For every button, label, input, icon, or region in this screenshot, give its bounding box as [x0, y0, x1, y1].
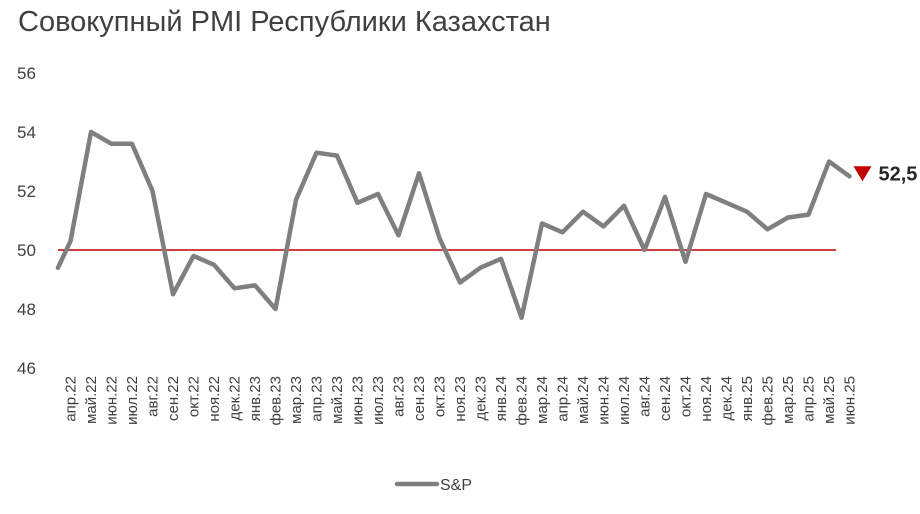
x-tick-label: окт.24 — [678, 376, 695, 417]
x-tick-label: фев.23 — [268, 376, 285, 426]
x-tick-label: апр.23 — [309, 376, 326, 422]
x-tick-label: окт.23 — [432, 376, 449, 417]
x-tick-label: сен.23 — [411, 376, 428, 421]
x-tick-label: дек.22 — [227, 376, 244, 421]
legend-label: S&P — [440, 477, 472, 494]
x-tick-label: окт.22 — [186, 376, 203, 417]
x-tick-label: авг.23 — [391, 376, 408, 417]
last-value-label: 52,5 — [879, 163, 918, 185]
x-tick-label: июл.22 — [124, 376, 141, 425]
x-tick-label: апр.25 — [801, 376, 818, 422]
x-tick-label: мар.24 — [534, 376, 551, 424]
x-tick-label: апр.24 — [555, 376, 572, 422]
y-tick-label: 52 — [17, 182, 36, 201]
down-triangle-icon — [853, 166, 872, 182]
x-tick-label: июн.25 — [842, 376, 859, 425]
x-tick-label: сен.24 — [657, 376, 674, 421]
x-tick-label: май.23 — [329, 376, 346, 424]
x-tick-label: янв.25 — [739, 376, 756, 421]
x-tick-label: ноя.22 — [206, 376, 223, 422]
y-tick-label: 48 — [17, 300, 36, 319]
x-tick-label: ноя.24 — [698, 376, 715, 422]
x-tick-label: апр.22 — [63, 376, 80, 422]
x-tick-label: июн.22 — [104, 376, 121, 425]
x-tick-label: фев.25 — [760, 376, 777, 426]
x-tick-label: июн.24 — [596, 376, 613, 425]
x-tick-label: июл.23 — [370, 376, 387, 425]
x-tick-label: мар.23 — [288, 376, 305, 424]
x-tick-label: янв.24 — [493, 376, 510, 421]
x-tick-label: июн.23 — [350, 376, 367, 425]
x-tick-label: мар.25 — [780, 376, 797, 424]
x-tick-label: авг.22 — [145, 376, 162, 417]
series-line-sp — [55, 129, 852, 321]
x-tick-label: май.25 — [821, 376, 838, 424]
x-tick-label: дек.23 — [473, 376, 490, 421]
x-tick-label: авг.24 — [637, 376, 654, 417]
x-tick-label: фев.24 — [514, 376, 531, 426]
x-tick-label: янв.23 — [247, 376, 264, 421]
x-tick-label: дек.24 — [719, 376, 736, 421]
y-tick-label: 50 — [17, 241, 36, 260]
y-tick-label: 54 — [17, 123, 36, 142]
x-tick-label: сен.22 — [165, 376, 182, 421]
x-tick-label: май.24 — [575, 376, 592, 424]
x-tick-label: ноя.23 — [452, 376, 469, 422]
x-tick-label: июл.24 — [616, 376, 633, 425]
y-tick-label: 56 — [17, 64, 36, 83]
y-tick-label: 46 — [17, 359, 36, 378]
x-tick-label: май.22 — [83, 376, 100, 424]
chart-title: Совокупный PMI Республики Казахстан — [18, 6, 551, 38]
